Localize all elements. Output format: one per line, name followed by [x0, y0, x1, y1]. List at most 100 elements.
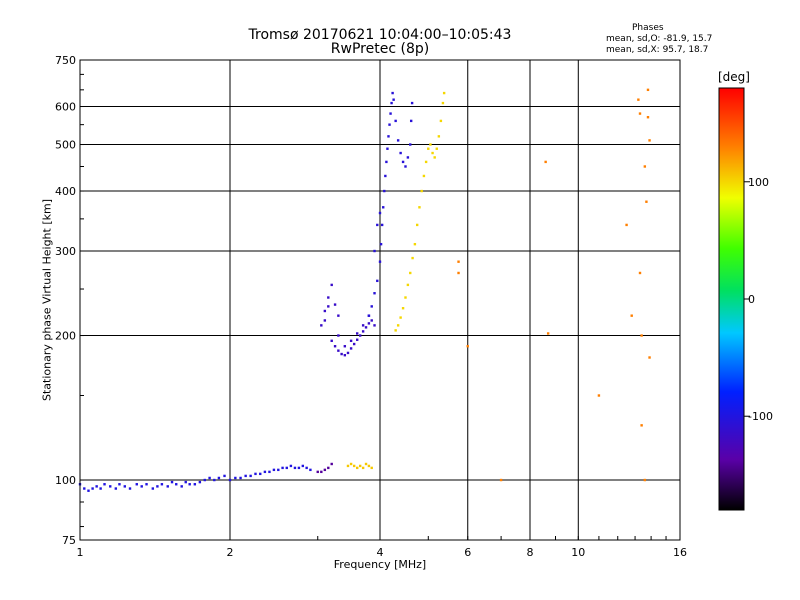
echo-point [330, 283, 333, 287]
echo-point [646, 88, 650, 92]
echo-point [597, 394, 601, 397]
echo-point [382, 206, 385, 209]
echo-point [145, 483, 148, 486]
echo-point [648, 139, 651, 142]
echo-point [337, 314, 340, 317]
echo-point [244, 474, 247, 478]
echo-point [128, 487, 132, 490]
echo-point [346, 351, 350, 355]
echo-point [358, 464, 362, 468]
echo-point [340, 352, 343, 356]
colorbar-tick-label: 0 [748, 293, 755, 306]
echo-point [337, 349, 340, 352]
echo-point [323, 309, 327, 313]
echo-point [99, 487, 102, 490]
echo-point [415, 223, 419, 227]
echo-point [349, 339, 353, 343]
echo-point [640, 424, 643, 427]
echo-point [193, 483, 197, 486]
echo-point [320, 324, 323, 327]
echo-point [323, 319, 327, 322]
echo-point [364, 462, 368, 466]
echo-point [378, 211, 382, 215]
echo-point [330, 462, 333, 466]
echo-point [643, 165, 647, 168]
echo-point [401, 307, 405, 310]
echo-point [343, 353, 347, 357]
phases-x-stats: mean, sd,X: 95.7, 18.7 [606, 45, 709, 55]
echo-point [383, 189, 386, 193]
echo-point [327, 296, 330, 299]
echo-points [78, 88, 651, 492]
echo-point [370, 319, 373, 322]
echo-point [406, 283, 410, 287]
echo-point [457, 271, 460, 275]
colorbar-tick-label: 100 [748, 176, 769, 189]
echo-point [123, 485, 126, 488]
echo-point [249, 474, 252, 478]
echo-point [391, 91, 394, 95]
echo-point [285, 466, 288, 470]
echo-point [404, 165, 407, 168]
echo-point [160, 483, 164, 486]
echo-point [254, 472, 257, 476]
echo-point [441, 101, 445, 105]
echo-point [217, 476, 221, 480]
echo-point [327, 466, 330, 470]
y-tick-label: 100 [55, 474, 76, 487]
echo-point [435, 147, 438, 150]
echo-point [361, 466, 365, 470]
axis-ticks: 1 2 4 6 8 10 16 75 100 200 300 400 500 600 750 [55, 54, 687, 559]
colorbar-tick-label: -100 [748, 410, 773, 423]
echo-point [399, 151, 402, 155]
echo-point [370, 305, 373, 308]
echo-point [180, 485, 183, 488]
y-tick-label: 200 [55, 330, 76, 343]
echo-point [399, 316, 402, 319]
x-tick-label: 10 [571, 546, 585, 559]
echo-point [239, 476, 242, 480]
y-tick-label: 75 [62, 534, 76, 547]
y-tick-label: 750 [55, 54, 76, 67]
echo-point [367, 464, 371, 468]
echo-point [327, 305, 330, 308]
echo-point [320, 470, 323, 474]
echo-point [424, 160, 428, 164]
echo-point [352, 464, 356, 468]
echo-point [413, 242, 417, 246]
echo-point [630, 314, 633, 317]
echo-point [188, 483, 191, 486]
echo-point [364, 326, 368, 329]
y-tick-label: 300 [55, 245, 76, 258]
echo-point [544, 160, 547, 164]
echo-point [370, 466, 373, 470]
echo-point [546, 332, 550, 335]
echo-point [203, 478, 206, 482]
echo-point [114, 487, 118, 490]
echo-point [198, 480, 202, 484]
echo-point [433, 156, 436, 159]
echo-point [333, 345, 337, 348]
echo-point [648, 356, 651, 359]
phases-heading: Phases [632, 23, 664, 33]
echo-point [384, 174, 387, 178]
echo-point [349, 347, 353, 350]
echo-point [401, 160, 405, 164]
echo-point [466, 345, 469, 348]
echo-point [406, 156, 410, 159]
echo-point [442, 91, 446, 95]
x-tick-label: 1 [77, 546, 84, 559]
echo-point [389, 112, 392, 115]
echo-point [457, 260, 460, 263]
echo-point [379, 242, 383, 246]
echo-point [184, 480, 187, 484]
echo-point [223, 474, 226, 478]
echo-point [272, 468, 276, 472]
chart-title: Tromsø 20170621 10:04:00–10:05:43 [248, 27, 512, 43]
echo-point [373, 292, 376, 295]
echo-point [355, 332, 359, 335]
echo-point [355, 466, 359, 470]
echo-point [208, 476, 211, 480]
echo-point [409, 119, 413, 123]
colorbar [718, 87, 745, 511]
